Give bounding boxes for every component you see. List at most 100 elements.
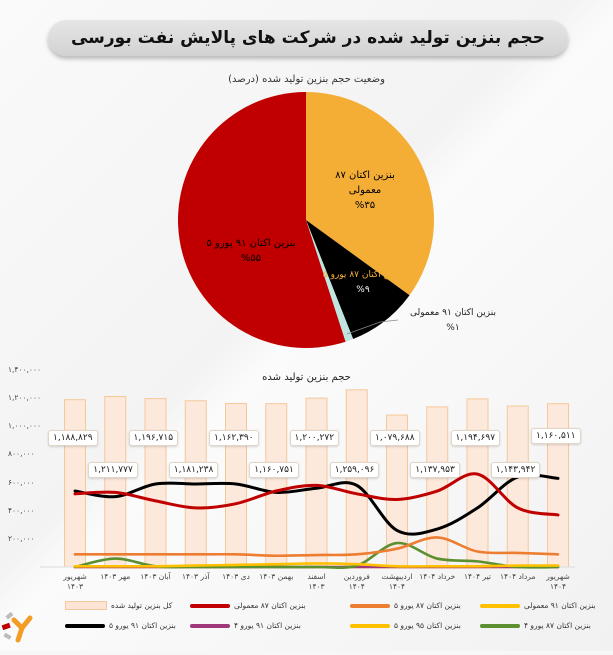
x-label-line1: مرداد ۱۴۰۴ bbox=[500, 572, 536, 581]
bar-value-label: ۱,۱۹۴,۶۹۷ bbox=[450, 430, 501, 446]
x-tick-label: فروردین ۱۴۰۴ bbox=[334, 572, 380, 592]
legend-item[interactable]: بنزین اکتان ۸۷ یورو ۴ bbox=[480, 621, 591, 630]
bar-value-label: ۱,۱۶۰,۷۵۱ bbox=[249, 462, 299, 478]
legend-label: بنزین اکتان ۹۱ یورو ۵ bbox=[109, 621, 176, 630]
legend-label: کل بنزین تولید شده bbox=[111, 601, 173, 610]
legend-swatch-icon bbox=[65, 623, 105, 628]
bar-total bbox=[506, 405, 529, 568]
bar-value-label: ۱,۲۵۹,۰۹۶ bbox=[329, 462, 380, 478]
line-series bbox=[73, 472, 560, 517]
legend-swatch-icon bbox=[65, 601, 107, 610]
legend-item[interactable]: بنزین اکتان ۹۵ یورو ۵ bbox=[350, 621, 461, 630]
x-label-line1: تیر ۱۴۰۴ bbox=[464, 572, 491, 581]
bar-value-label: ۱,۲۱۱,۷۷۷ bbox=[88, 462, 138, 478]
pie-label-pct: %۵۵ bbox=[240, 253, 262, 264]
y-tick-label: ۱,۴۰۰,۰۰۰ bbox=[8, 365, 41, 374]
legend-item[interactable]: بنزین اکتان ۹۱ معمولی bbox=[480, 601, 596, 610]
pie-label-pct: %۱ bbox=[446, 323, 460, 333]
x-tick-label: مهر ۱۴۰۳ bbox=[92, 572, 138, 582]
y-tick-label: ۴۰۰,۰۰۰ bbox=[8, 505, 35, 515]
pie-label-pct: %۹ bbox=[356, 285, 370, 295]
x-label-line1: شهریور bbox=[546, 572, 570, 581]
pie-slice bbox=[306, 92, 434, 296]
x-tick-label: بهمن ۱۴۰۳ bbox=[253, 572, 299, 582]
line-series bbox=[73, 562, 560, 568]
pie-label-text: بنزین اکتان ۹۱ معمولی bbox=[410, 308, 496, 318]
x-tick-label: آبان ۱۴۰۳ bbox=[133, 572, 179, 582]
pie-slice bbox=[306, 220, 410, 340]
pie-label-91-euro5: بنزین اکتان ۹۱ یورو ۵ %۵۵ bbox=[196, 236, 306, 266]
pie-label-87-euro5: بنزین اکتان ۸۷ یورو ۵ %۹ bbox=[318, 268, 408, 298]
x-tick-label: خرداد ۱۴۰۴ bbox=[414, 572, 460, 582]
legend-item[interactable]: بنزین اکتان ۹۱ یورو ۵ bbox=[65, 621, 176, 630]
x-label-line2: ۱۴۰۴ bbox=[388, 582, 406, 591]
x-label-line1: مهر ۱۴۰۳ bbox=[100, 572, 131, 581]
y-tick-label: ۱,۰۰۰,۰۰۰ bbox=[8, 421, 41, 431]
bar-value-label: ۱,۱۶۲,۳۹۰ bbox=[209, 430, 259, 446]
bar-total bbox=[466, 398, 489, 568]
legend-swatch-icon bbox=[480, 603, 520, 608]
x-tick-label: شهریور ۱۴۰۴ bbox=[535, 572, 581, 592]
x-tick-label: اردیبهشت ۱۴۰۴ bbox=[374, 572, 420, 592]
x-label-line1: خرداد ۱۴۰۴ bbox=[419, 572, 456, 581]
legend-item[interactable]: بنزین اکتان ۹۱ یورو ۴ bbox=[190, 621, 301, 630]
brand-logo bbox=[0, 600, 40, 651]
pie-chart bbox=[176, 90, 436, 350]
pie-label-pct: %۳۵ bbox=[354, 200, 376, 211]
x-label-line1: بهمن ۱۴۰۳ bbox=[259, 572, 294, 581]
y-tick-label: ۱,۲۰۰,۰۰۰ bbox=[8, 393, 41, 403]
bar-value-label: ۱,۰۷۹,۶۸۸ bbox=[370, 430, 420, 446]
legend-swatch-icon bbox=[350, 603, 390, 608]
pie-label-text: بنزین اکتان ۸۷ bbox=[335, 170, 395, 181]
x-label-line1: اردیبهشت bbox=[381, 572, 413, 581]
bar-value-label: ۱,۲۰۰,۲۷۲ bbox=[289, 430, 340, 446]
legend-swatch-icon bbox=[190, 603, 230, 608]
legend-item[interactable]: بنزین اکتان ۸۷ معمولی bbox=[190, 601, 306, 610]
bar-total bbox=[104, 395, 127, 568]
x-tick-label: آذر ۱۴۰۳ bbox=[173, 572, 219, 582]
legend-item[interactable]: کل بنزین تولید شده bbox=[65, 601, 172, 610]
bar-value-label: ۱,۱۴۳,۹۴۲ bbox=[490, 462, 541, 478]
legend-label: بنزین اکتان ۸۷ یورو ۴ bbox=[524, 621, 591, 630]
bar-value-label: ۱,۱۸۱,۲۳۸ bbox=[168, 462, 219, 478]
x-label-line1: اسفند bbox=[307, 572, 326, 581]
x-label-line1: دی ۱۴۰۳ bbox=[222, 572, 250, 581]
bar-value-label: ۱,۱۶۰,۵۱۱ bbox=[531, 428, 581, 444]
line-series bbox=[73, 536, 560, 558]
bar-value-label: ۱,۱۸۸,۸۲۹ bbox=[48, 430, 98, 446]
x-label-line2: ۱۴۰۴ bbox=[348, 582, 365, 591]
pie-slice bbox=[177, 92, 346, 348]
pie-slice bbox=[306, 220, 354, 342]
x-tick-label: تیر ۱۴۰۴ bbox=[455, 572, 501, 582]
legend-label: بنزین اکتان ۹۱ معمولی bbox=[524, 601, 596, 610]
pie-label-text: معمولی bbox=[348, 185, 382, 196]
pie-label-87-regular: بنزین اکتان ۸۷ معمولی %۳۵ bbox=[320, 168, 410, 213]
x-label-line2: ۱۴۰۴ bbox=[549, 582, 567, 591]
pie-label-91-regular: بنزین اکتان ۹۱ معمولی %۱ bbox=[398, 306, 508, 336]
x-tick-label: اسفند ۱۴۰۳ bbox=[294, 572, 340, 592]
legend-label: بنزین اکتان ۹۱ یورو ۴ bbox=[234, 621, 301, 630]
x-tick-label: مرداد ۱۴۰۴ bbox=[495, 572, 541, 582]
logo-icon bbox=[1, 611, 33, 643]
x-label-line1: آذر ۱۴۰۳ bbox=[181, 572, 210, 581]
legend-label: بنزین اکتان ۸۷ معمولی bbox=[234, 601, 306, 610]
bar-value-label: ۱,۱۳۷,۹۵۳ bbox=[410, 462, 460, 478]
bar-total bbox=[265, 403, 288, 568]
x-label-line2: ۱۴۰۳ bbox=[66, 582, 84, 591]
line-series bbox=[73, 473, 560, 536]
legend-swatch-icon bbox=[190, 623, 230, 628]
page-title: حجم بنزین تولید شده در شرکت های پالایش ن… bbox=[70, 28, 546, 48]
bar-total bbox=[64, 399, 86, 568]
x-label-line1: آبان ۱۴۰۳ bbox=[140, 572, 171, 581]
pie-chart-title: وضعیت حجم بنزین تولید شده (درصد) bbox=[228, 74, 385, 85]
page-title-banner: حجم بنزین تولید شده در شرکت های پالایش ن… bbox=[48, 20, 568, 56]
bar-value-label: ۱,۱۹۶,۷۱۵ bbox=[128, 430, 179, 446]
y-tick-label: ۶۰۰,۰۰۰ bbox=[8, 477, 35, 487]
legend-label: بنزین اکتان ۸۷ یورو ۵ bbox=[394, 601, 461, 610]
x-label-line1: شهریور bbox=[63, 572, 87, 581]
bar-total bbox=[345, 389, 368, 568]
combo-chart-svg bbox=[40, 389, 575, 570]
legend-item[interactable]: بنزین اکتان ۸۷ یورو ۵ bbox=[350, 601, 461, 610]
y-tick-label: ۸۰۰,۰۰۰ bbox=[8, 449, 35, 459]
pie-label-text: بنزین اکتان ۸۷ یورو ۵ bbox=[322, 270, 404, 280]
